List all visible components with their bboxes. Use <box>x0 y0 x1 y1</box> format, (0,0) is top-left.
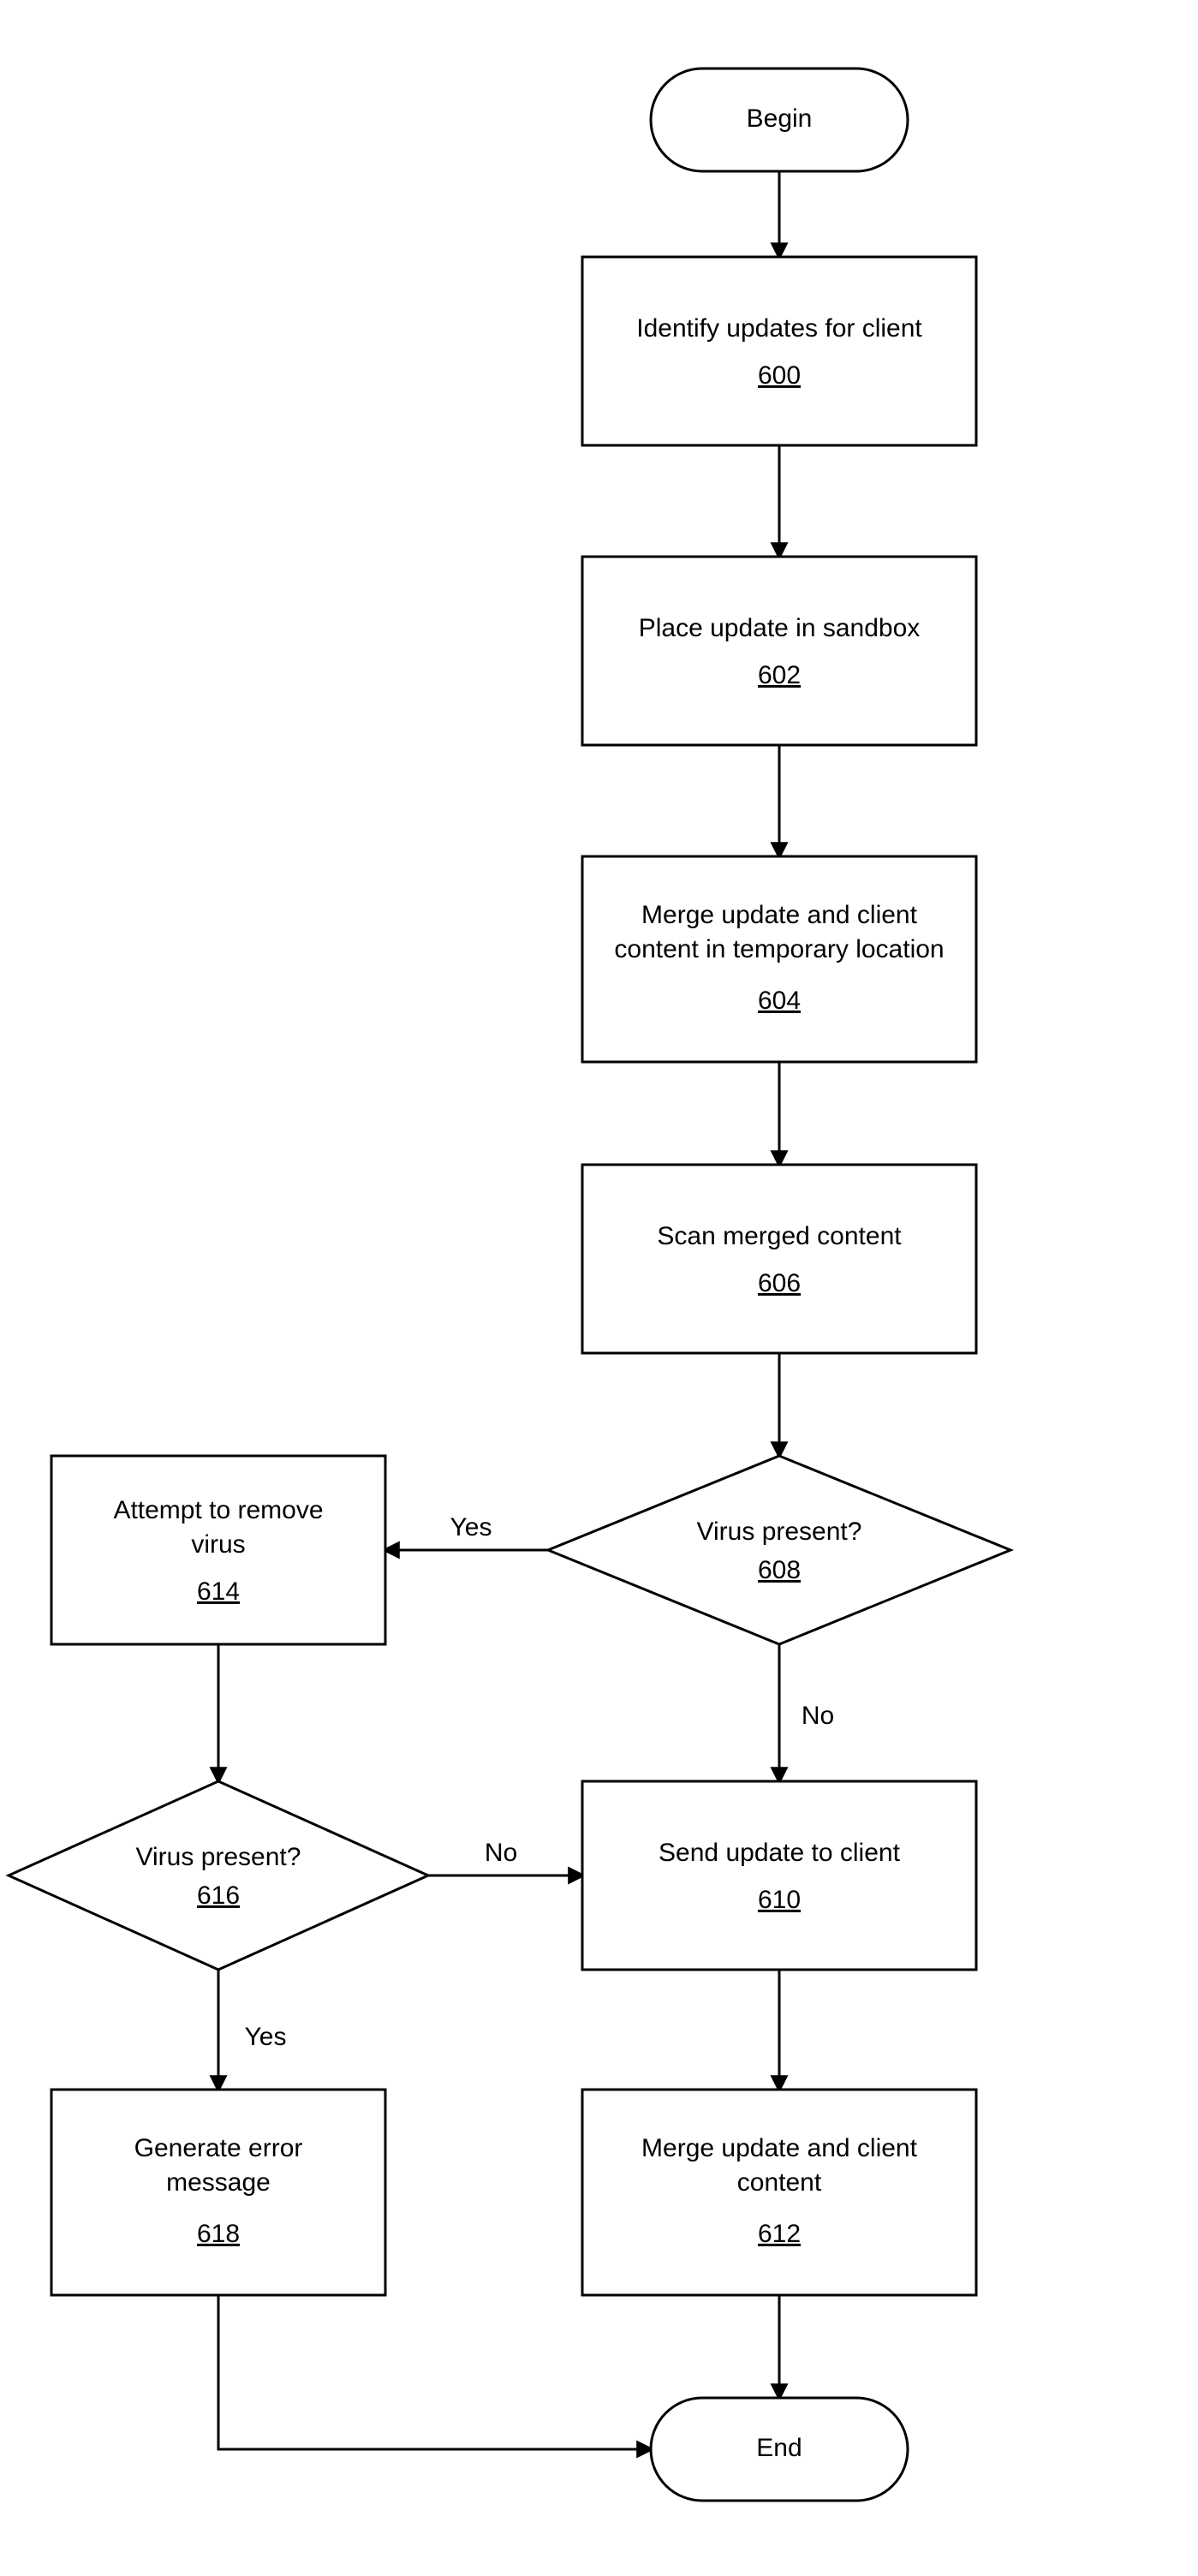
svg-text:612: 612 <box>758 2220 801 2248</box>
svg-text:content: content <box>737 2168 822 2197</box>
svg-text:618: 618 <box>197 2220 240 2248</box>
svg-text:Generate error: Generate error <box>134 2134 303 2162</box>
svg-text:Virus present?: Virus present? <box>136 1843 301 1871</box>
node-612: Merge update and client content 612 <box>582 2090 976 2295</box>
node-618: Generate error message 618 <box>51 2090 385 2295</box>
node-604: Merge update and client content in tempo… <box>582 856 976 1062</box>
svg-text:616: 616 <box>197 1881 240 1910</box>
svg-text:End: End <box>756 2434 802 2462</box>
svg-text:608: 608 <box>758 1556 801 1584</box>
svg-text:virus: virus <box>191 1530 245 1559</box>
svg-text:610: 610 <box>758 1886 801 1914</box>
node-616: Virus present? 616 <box>9 1781 428 1970</box>
node-614: Attempt to remove virus 614 <box>51 1456 385 1644</box>
svg-text:604: 604 <box>758 987 801 1015</box>
svg-text:614: 614 <box>197 1577 240 1606</box>
svg-text:Attempt to remove: Attempt to remove <box>113 1496 323 1524</box>
svg-text:Virus present?: Virus present? <box>697 1518 862 1546</box>
svg-text:content in temporary location: content in temporary location <box>614 935 944 963</box>
node-600: Identify updates for client 600 <box>582 257 976 445</box>
edge-label-no: No <box>802 1702 834 1730</box>
svg-text:Identify updates for client: Identify updates for client <box>636 314 922 343</box>
svg-text:Scan merged content: Scan merged content <box>657 1222 902 1250</box>
svg-text:Merge update and client: Merge update and client <box>641 2134 918 2162</box>
edge-label-yes: Yes <box>450 1513 492 1541</box>
svg-text:Merge update and client: Merge update and client <box>641 901 918 929</box>
node-end: End <box>651 2398 908 2501</box>
node-606: Scan merged content 606 <box>582 1165 976 1353</box>
svg-text:Begin: Begin <box>747 104 813 133</box>
edge-label-no-2: No <box>485 1839 517 1867</box>
svg-text:606: 606 <box>758 1269 801 1297</box>
svg-text:Send update to client: Send update to client <box>659 1839 901 1867</box>
edge-label-yes-2: Yes <box>245 2023 287 2051</box>
flowchart-svg: Begin Identify updates for client 600 Pl… <box>0 0 1198 2576</box>
svg-text:600: 600 <box>758 361 801 390</box>
node-602: Place update in sandbox 602 <box>582 557 976 745</box>
svg-text:602: 602 <box>758 661 801 689</box>
node-610: Send update to client 610 <box>582 1781 976 1970</box>
svg-text:message: message <box>166 2168 271 2197</box>
svg-text:Place update in sandbox: Place update in sandbox <box>639 614 921 642</box>
node-begin: Begin <box>651 69 908 171</box>
node-608: Virus present? 608 <box>548 1456 1010 1644</box>
